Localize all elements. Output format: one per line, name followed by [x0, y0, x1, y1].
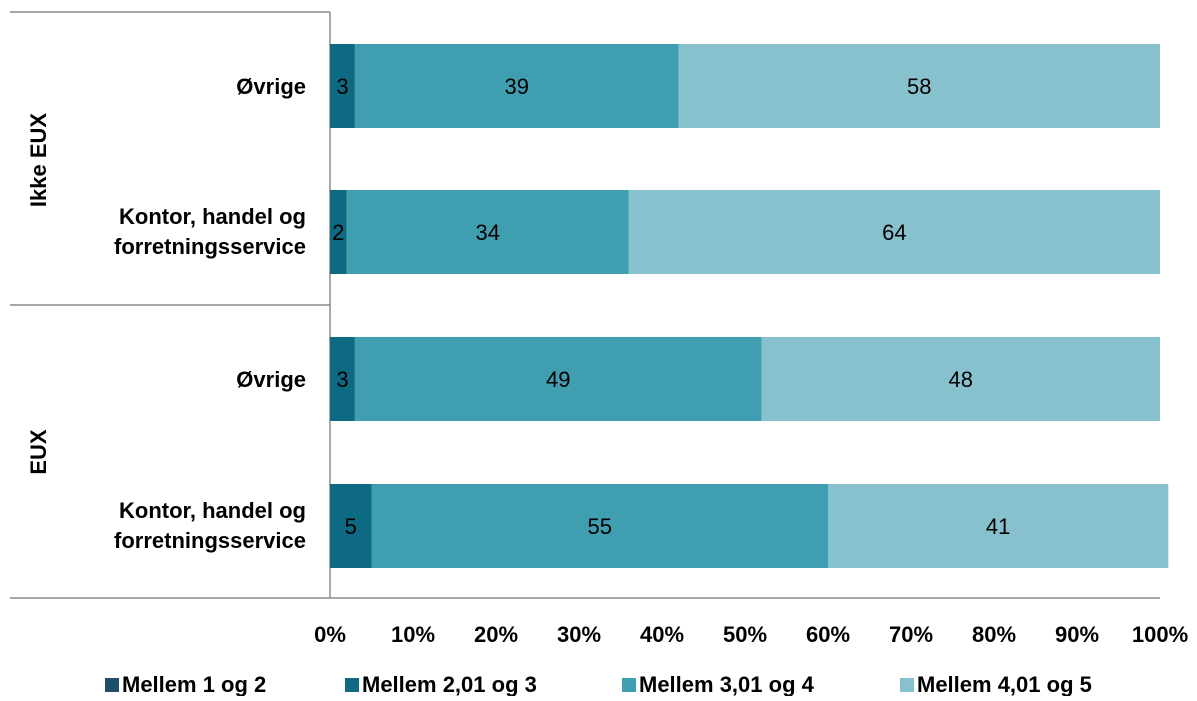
data-label-row2-series3: 34 [475, 220, 499, 245]
group-label-2: EUX [26, 429, 51, 475]
x-tick-label-5: 50% [723, 622, 767, 647]
data-label-row1-series2: 3 [336, 74, 348, 99]
bar-segment-row4-series4 [828, 484, 1169, 568]
category-label-row1: Øvrige [236, 74, 306, 99]
x-tick-label-6: 60% [806, 622, 850, 647]
x-tick-label-9: 90% [1055, 622, 1099, 647]
category-label-row3: Øvrige [236, 367, 306, 392]
data-label-row2-series4: 64 [882, 220, 906, 245]
data-label-row2-series2: 2 [332, 220, 344, 245]
x-tick-label-0: 0% [314, 622, 346, 647]
legend-label-3: Mellem 3,01 og 4 [639, 672, 815, 696]
x-tick-label-1: 10% [391, 622, 435, 647]
legend-swatch-2 [345, 678, 359, 692]
legend-label-1: Mellem 1 og 2 [122, 672, 266, 696]
legend-label-4: Mellem 4,01 og 5 [917, 672, 1092, 696]
data-label-row1-series4: 58 [907, 74, 931, 99]
legend-swatch-1 [105, 678, 119, 692]
x-tick-label-3: 30% [557, 622, 601, 647]
x-tick-label-8: 80% [972, 622, 1016, 647]
bar-segment-row3-series2 [330, 337, 355, 421]
bar-segment-row1-series4 [678, 44, 1160, 128]
bar-segment-row1-series2 [330, 44, 355, 128]
x-tick-label-4: 40% [640, 622, 684, 647]
legend-label-2: Mellem 2,01 og 3 [362, 672, 537, 696]
legend-swatch-4 [900, 678, 914, 692]
bar-segment-row1-series3 [354, 44, 679, 128]
category-label-row4: Kontor, handel og forretningsservice [114, 498, 306, 553]
data-label-row3-series2: 3 [336, 367, 348, 392]
bar-segment-row2-series2 [330, 190, 347, 274]
bar-segment-row4-series3 [371, 484, 828, 568]
data-label-row3-series3: 49 [546, 367, 570, 392]
bar-segment-row2-series4 [628, 190, 1160, 274]
group-label-1: Ikke EUX [26, 113, 51, 207]
x-tick-label-2: 20% [474, 622, 518, 647]
data-label-row4-series2: 5 [345, 514, 357, 539]
data-label-row1-series3: 39 [505, 74, 529, 99]
data-label-row4-series4: 41 [986, 514, 1010, 539]
x-tick-label-10: 100% [1132, 622, 1188, 647]
category-label-row2: Kontor, handel og forretningsservice [114, 204, 306, 259]
data-label-row4-series3: 55 [588, 514, 612, 539]
bar-segment-row3-series4 [761, 337, 1160, 421]
bar-segment-row3-series3 [354, 337, 762, 421]
bar-segment-row2-series3 [346, 190, 629, 274]
data-label-row3-series4: 48 [949, 367, 973, 392]
bar-segment-row4-series2 [330, 484, 372, 568]
legend-swatch-3 [622, 678, 636, 692]
x-tick-label-7: 70% [889, 622, 933, 647]
